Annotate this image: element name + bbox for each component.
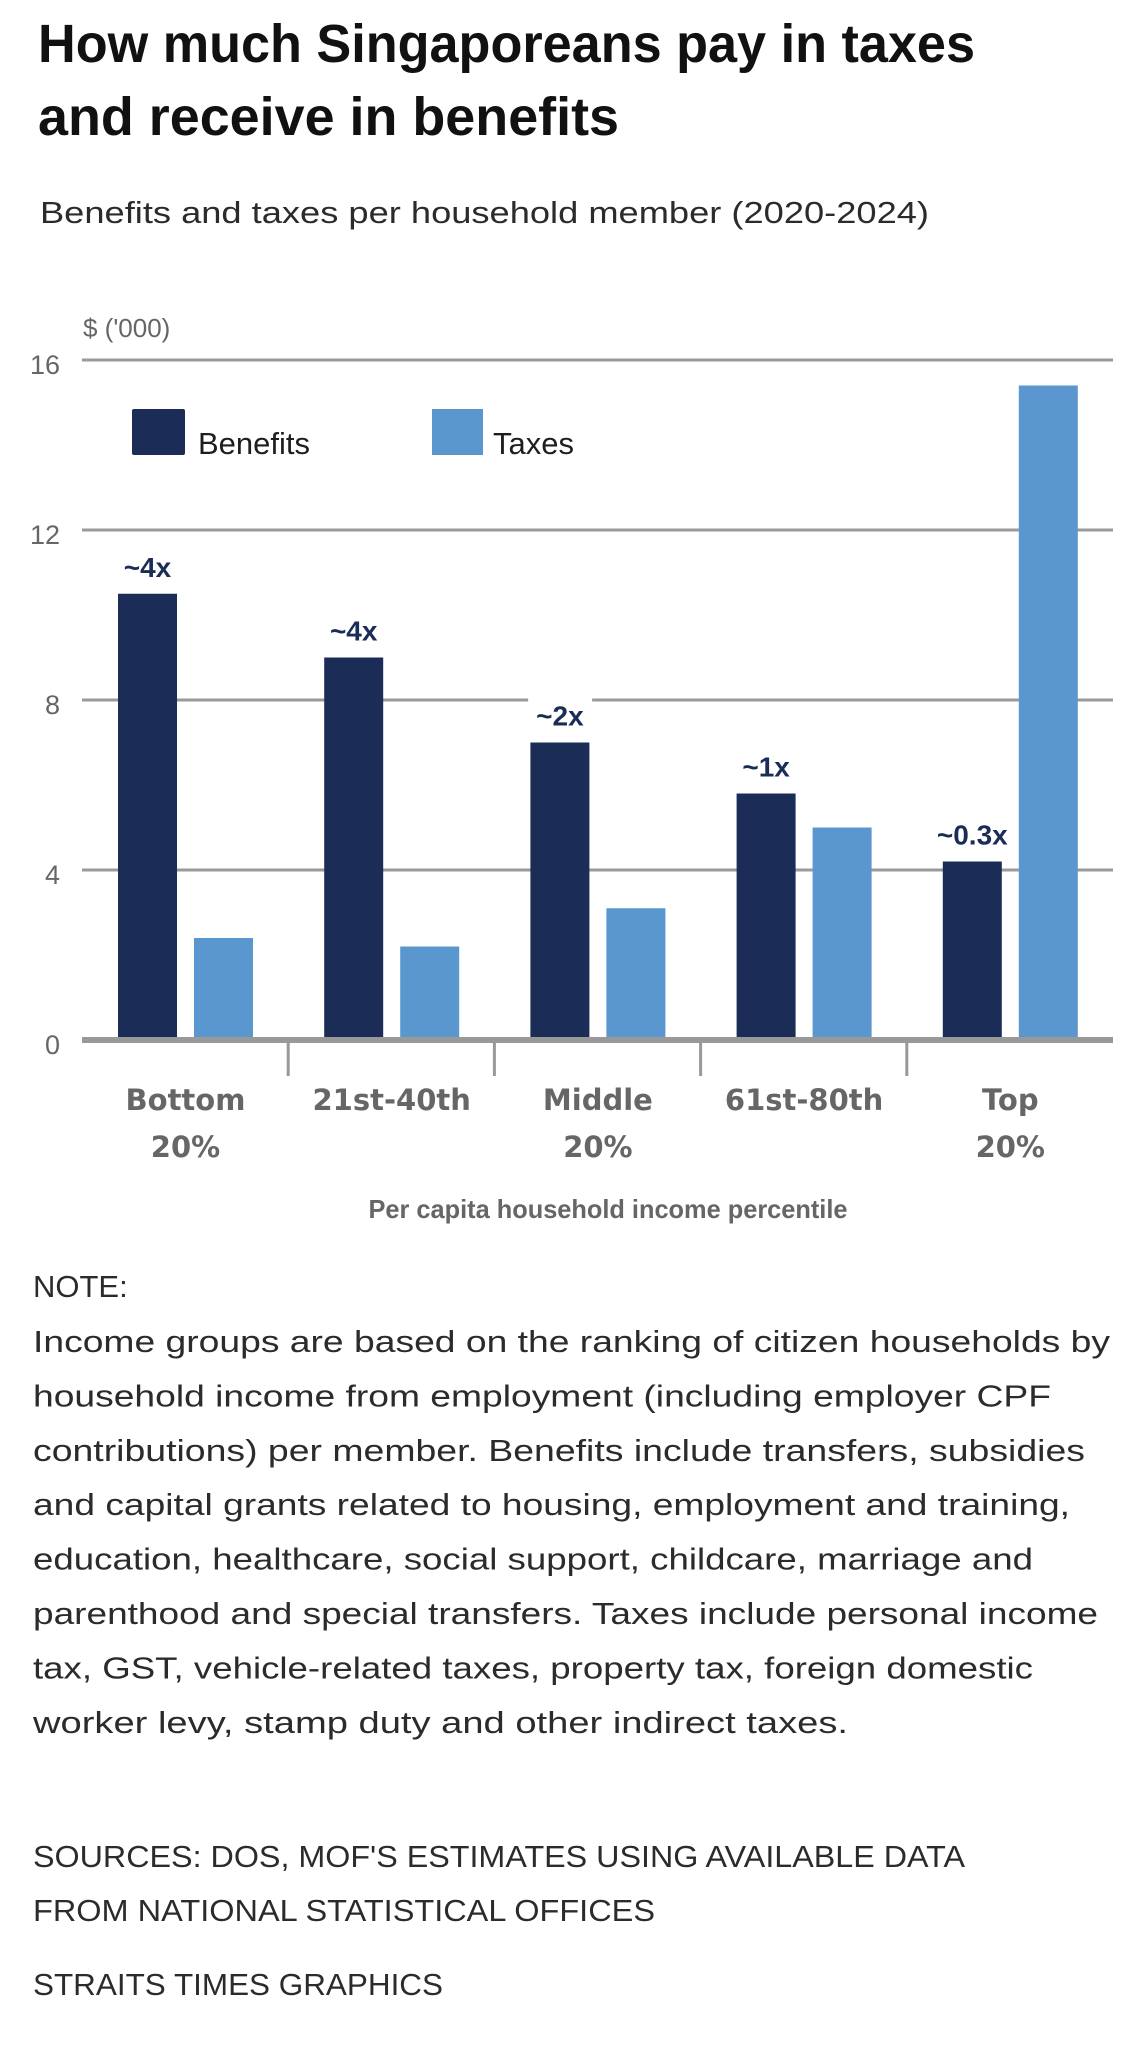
note-line: worker levy, stamp duty and other indire… bbox=[32, 1705, 848, 1740]
ratio-label-background bbox=[115, 549, 180, 585]
ratio-label-background bbox=[734, 749, 799, 785]
note: NOTE: Income groups are based on the ran… bbox=[32, 1269, 1111, 1740]
sources-line-1: SOURCES: DOS, MOF'S ESTIMATES USING AVAI… bbox=[33, 1839, 965, 1874]
y-tick-label: 4 bbox=[45, 860, 60, 890]
note-line: household income from employment (includ… bbox=[33, 1378, 1051, 1413]
bar-taxes-4 bbox=[1018, 385, 1078, 1040]
bar-benefits-1 bbox=[324, 657, 384, 1040]
bar-taxes-3 bbox=[812, 827, 872, 1040]
chart-title-line-2: and receive in benefits bbox=[38, 87, 619, 147]
legend-label-taxes: Taxes bbox=[493, 426, 574, 461]
legend-label-benefits: Benefits bbox=[198, 426, 310, 461]
ratio-label-background bbox=[528, 698, 593, 734]
bar-taxes-1 bbox=[400, 946, 460, 1040]
note-line: parenthood and special transfers. Taxes … bbox=[33, 1596, 1098, 1631]
legend-item-benefits: Benefits bbox=[132, 409, 310, 461]
x-tick-label: 20% bbox=[976, 1130, 1045, 1164]
sources: SOURCES: DOS, MOF'S ESTIMATES USING AVAI… bbox=[33, 1839, 965, 2002]
y-axis-ticks: 0 4 8 12 16 bbox=[30, 350, 60, 1060]
ratio-label: ~2x bbox=[536, 701, 584, 732]
note-heading: NOTE: bbox=[33, 1269, 128, 1304]
x-tick-label: 21st-40th bbox=[313, 1083, 471, 1117]
legend-swatch-taxes bbox=[432, 409, 483, 455]
x-axis-title: Per capita household income percentile bbox=[369, 1194, 848, 1224]
bar-benefits-2 bbox=[530, 742, 590, 1040]
gridlines bbox=[82, 358, 1113, 872]
chart-title-line-1: How much Singaporeans pay in taxes bbox=[38, 14, 975, 74]
y-tick-label: 8 bbox=[45, 690, 60, 720]
x-tick-label: Bottom bbox=[126, 1083, 246, 1117]
ratio-annotations: ~4x ~4x ~2x ~1x ~0.3x bbox=[115, 549, 1017, 853]
ratio-label: ~0.3x bbox=[937, 820, 1008, 851]
note-body: Income groups are based on the ranking o… bbox=[32, 1324, 1111, 1740]
y-axis-unit-label: $ ('000) bbox=[83, 313, 170, 343]
y-tick-label: 12 bbox=[30, 520, 60, 550]
x-axis-category-labels: Bottom 20% 21st-40th Middle 20% 61st-80th Top 2… bbox=[126, 1083, 1045, 1164]
bar-benefits-3 bbox=[736, 793, 796, 1040]
legend: Benefits Taxes bbox=[132, 409, 574, 461]
y-tick-label: 16 bbox=[30, 350, 60, 380]
x-tick-label: 61st-80th bbox=[725, 1083, 883, 1117]
legend-item-taxes: Taxes bbox=[432, 409, 574, 461]
chart-subtitle: Benefits and taxes per household member … bbox=[40, 195, 929, 230]
bar-benefits-4 bbox=[942, 861, 1002, 1040]
x-tick-label: Top bbox=[982, 1083, 1039, 1117]
x-tick-label: 20% bbox=[563, 1130, 632, 1164]
note-line: Income groups are based on the ranking o… bbox=[33, 1324, 1111, 1359]
bar-benefits-0 bbox=[118, 593, 177, 1040]
x-tick-label: 20% bbox=[151, 1130, 220, 1164]
note-line: tax, GST, vehicle-related taxes, propert… bbox=[33, 1650, 1033, 1685]
ratio-label-background bbox=[321, 613, 386, 649]
sources-line-2: FROM NATIONAL STATISTICAL OFFICES bbox=[33, 1893, 655, 1928]
ratio-label: ~4x bbox=[330, 616, 378, 647]
ratio-label: ~1x bbox=[742, 752, 790, 783]
y-tick-label: 0 bbox=[45, 1030, 60, 1060]
note-line: education, healthcare, social support, c… bbox=[33, 1542, 1033, 1577]
x-axis bbox=[82, 1037, 1113, 1076]
legend-swatch-benefits bbox=[132, 409, 185, 455]
graphics-credit: STRAITS TIMES GRAPHICS bbox=[33, 1967, 443, 2002]
bar-taxes-2 bbox=[606, 908, 666, 1040]
x-tick-label: Middle bbox=[543, 1083, 653, 1117]
bar-taxes-0 bbox=[194, 938, 253, 1040]
note-line: and capital grants related to housing, e… bbox=[33, 1487, 1070, 1522]
bars bbox=[118, 385, 1078, 1040]
ratio-label-background bbox=[928, 817, 1017, 853]
note-line: contributions) per member. Benefits incl… bbox=[33, 1433, 1085, 1468]
ratio-label: ~4x bbox=[124, 552, 172, 583]
